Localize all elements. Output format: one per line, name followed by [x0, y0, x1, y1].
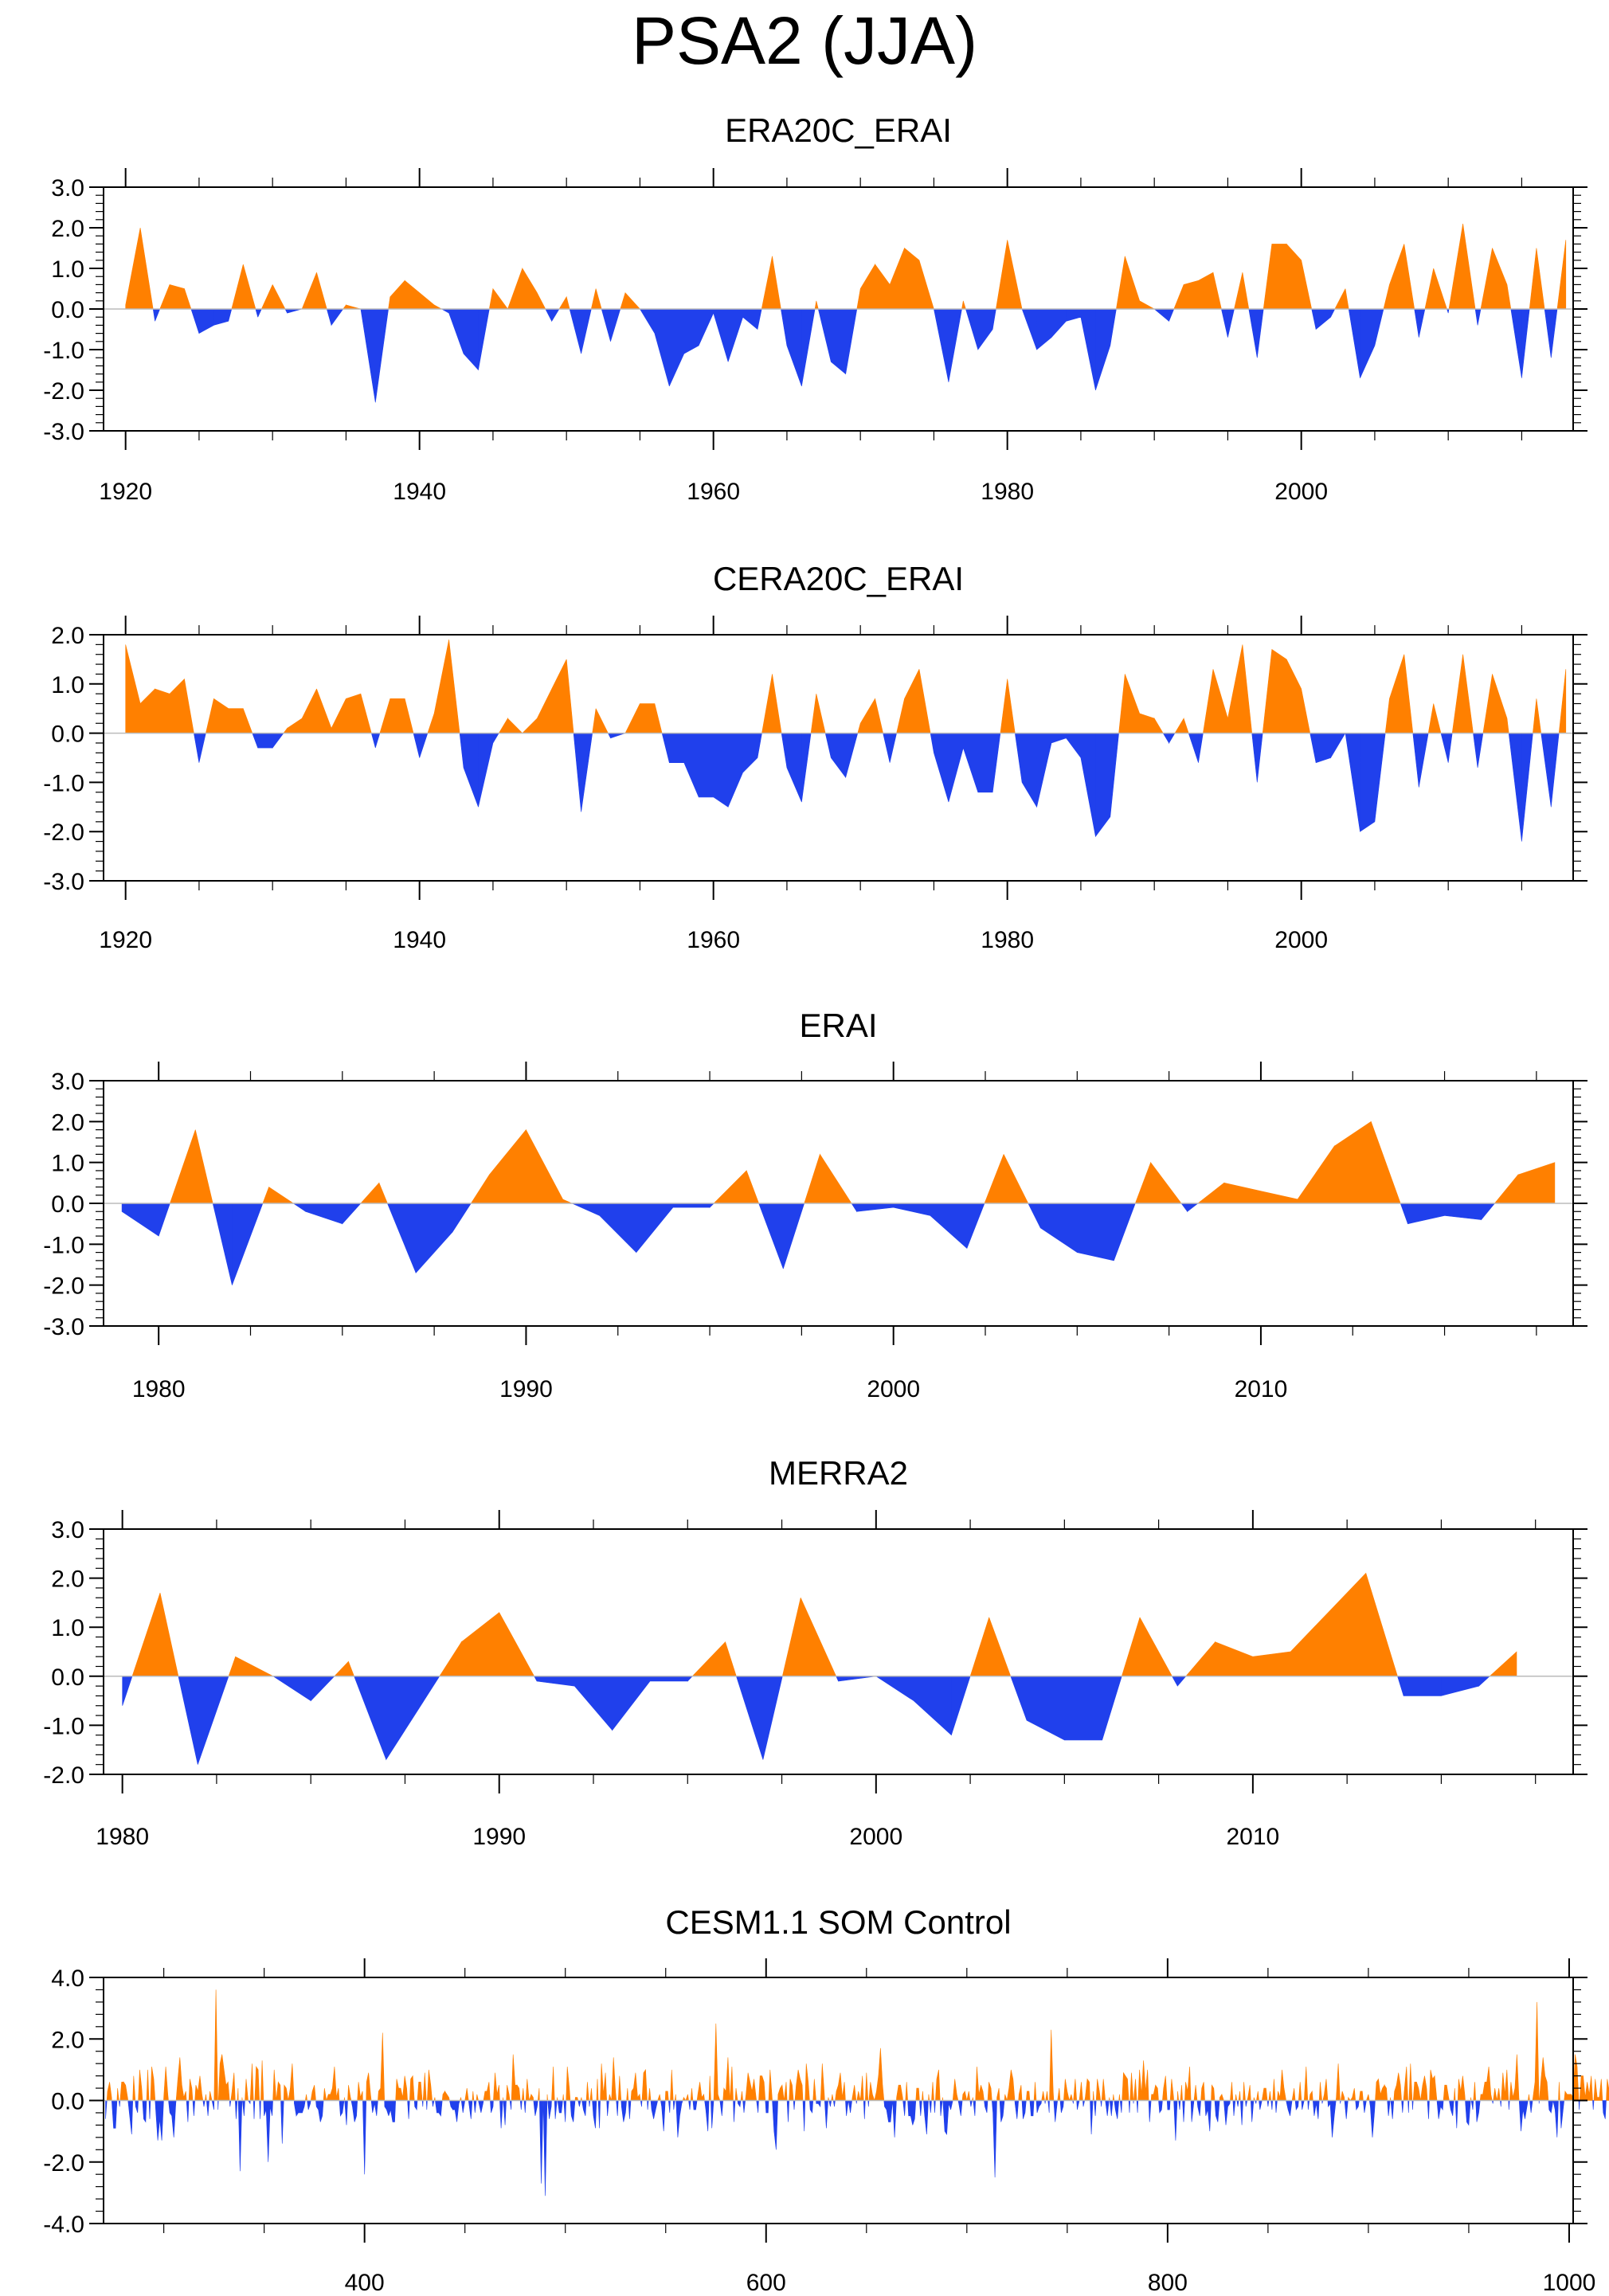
x-tick-label: 1920 [99, 927, 152, 953]
figure-title: PSA2 (JJA) [632, 3, 977, 78]
y-tick-label: -1.0 [43, 338, 84, 364]
x-tick-label: 2000 [867, 1376, 920, 1402]
x-tick-label: 1990 [499, 1376, 553, 1402]
x-tick-label: 1920 [99, 479, 152, 505]
y-tick-label: 0.0 [51, 2089, 84, 2115]
y-tick-label: 2.0 [51, 1567, 84, 1593]
positive-area [106, 1989, 1609, 2101]
y-tick-label: 0.0 [51, 1664, 84, 1691]
x-tick-label: 800 [1148, 2270, 1188, 2296]
y-tick-label: 2.0 [51, 623, 84, 649]
x-tick-label: 2000 [1274, 479, 1328, 505]
y-tick-label: 3.0 [51, 1069, 84, 1095]
x-tick-label: 2000 [1274, 927, 1328, 953]
plot-frame [103, 1528, 1574, 1775]
plot-frame [103, 634, 1574, 882]
x-tick-label: 1980 [132, 1376, 186, 1402]
y-tick-label: -4.0 [43, 2212, 84, 2238]
panel-era20c_erai: ERA20C_ERAI -3.0 -2.0 -1.0 0.0 1.0 2.0 3.0 1920 1… [43, 111, 1587, 505]
y-tick-label: 1.0 [51, 672, 84, 698]
y-tick-label: 2.0 [51, 2027, 84, 2053]
y-tick-label: 1.0 [51, 1615, 84, 1641]
panel-title: ERA20C_ERAI [725, 111, 952, 149]
x-tick-label: 1960 [687, 927, 740, 953]
y-tick-label: -2.0 [43, 2150, 84, 2177]
panel-erai: ERAI -3.0 -2.0 -1.0 0.0 1.0 2.0 3.0 1980 1990 2000… [43, 1007, 1587, 1402]
x-tick-label: 1000 [1543, 2270, 1596, 2296]
x-tick-label: 1940 [393, 479, 446, 505]
panel-title: CESM1.1 SOM Control [665, 1903, 1011, 1941]
y-tick-label: 2.0 [51, 1109, 84, 1136]
y-tick-label: -2.0 [43, 1273, 84, 1300]
y-tick-label: 4.0 [51, 1965, 84, 1992]
x-tick-label: 1980 [981, 927, 1034, 953]
y-tick-label: -3.0 [43, 1314, 84, 1340]
positive-area [125, 223, 1567, 310]
y-tick-label: 3.0 [51, 175, 84, 201]
x-tick-label: 1980 [981, 479, 1034, 505]
y-tick-label: -3.0 [43, 419, 84, 445]
x-tick-label: 2010 [1235, 1376, 1288, 1402]
panel-title: ERAI [799, 1007, 877, 1044]
negative-area [105, 2100, 1607, 2196]
y-tick-label: -2.0 [43, 378, 84, 405]
positive-area [169, 1121, 1556, 1204]
y-tick-label: 1.0 [51, 256, 84, 283]
panel-title: CERA20C_ERAI [713, 560, 964, 597]
negative-area [121, 1203, 1496, 1285]
panel-title: MERRA2 [769, 1454, 908, 1492]
x-tick-label: 400 [345, 2270, 385, 2296]
negative-area [122, 1676, 1490, 1765]
y-tick-label: -1.0 [43, 770, 84, 796]
x-tick-label: 1990 [472, 1824, 526, 1850]
y-tick-label: 1.0 [51, 1151, 84, 1177]
y-tick-label: 3.0 [51, 1517, 84, 1543]
panel-cera20c_erai: CERA20C_ERAI -3.0 -2.0 -1.0 0.0 1.0 2.0 1920 194… [43, 560, 1587, 953]
x-tick-label: 1980 [96, 1824, 149, 1850]
x-tick-label: 2010 [1227, 1824, 1280, 1850]
panel-cesm_som_control: CESM1.1 SOM Control -4.0 -2.0 0.0 2.0 4.0 400 6… [43, 1903, 1609, 2296]
x-tick-label: 2000 [849, 1824, 902, 1850]
x-tick-label: 1940 [393, 927, 446, 953]
y-tick-label: -2.0 [43, 1762, 84, 1789]
y-tick-label: 0.0 [51, 1191, 84, 1218]
positive-area [125, 640, 1567, 733]
y-tick-label: -1.0 [43, 1713, 84, 1739]
x-tick-label: 600 [746, 2270, 786, 2296]
negative-area [194, 733, 1560, 842]
positive-area [131, 1572, 1517, 1677]
y-tick-label: 0.0 [51, 722, 84, 748]
y-tick-label: -3.0 [43, 869, 84, 895]
y-tick-label: -2.0 [43, 819, 84, 846]
negative-area [152, 308, 1558, 403]
y-tick-label: -1.0 [43, 1232, 84, 1258]
y-tick-label: 0.0 [51, 297, 84, 323]
y-tick-label: 2.0 [51, 216, 84, 242]
x-tick-label: 1960 [687, 479, 740, 505]
panel-merra2: MERRA2 -2.0 -1.0 0.0 1.0 2.0 3.0 1980 1990 2000 20… [43, 1454, 1587, 1850]
